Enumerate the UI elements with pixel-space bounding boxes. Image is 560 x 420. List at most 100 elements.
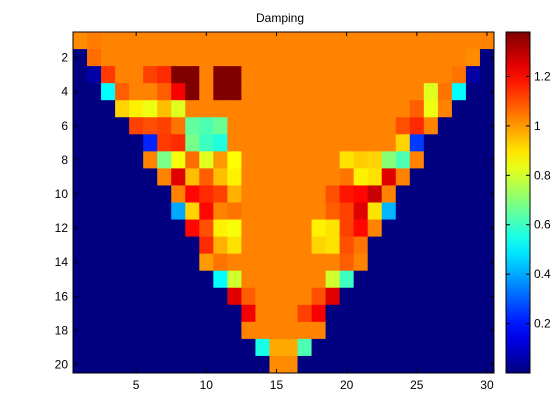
heatmap-cell: [311, 151, 326, 169]
heatmap-cell: [101, 66, 116, 84]
heatmap-cell: [87, 236, 102, 255]
heatmap-cell: [353, 355, 369, 374]
heatmap-cell: [325, 151, 341, 169]
heatmap-cell: [185, 185, 200, 203]
heatmap-cell: [101, 117, 116, 135]
heatmap-cell: [381, 338, 397, 357]
heatmap-cell: [395, 49, 411, 67]
heatmap-cell: [283, 253, 298, 272]
heatmap-cell: [297, 151, 312, 169]
heatmap-cell: [73, 49, 88, 67]
heatmap-cell: [465, 32, 481, 50]
heatmap-cell: [255, 202, 270, 220]
heatmap-cell: [199, 134, 214, 152]
heatmap-cell: [283, 338, 298, 357]
heatmap-cell: [129, 355, 144, 374]
heatmap-cell: [395, 321, 411, 340]
heatmap-cell: [241, 321, 256, 340]
heatmap-cell: [353, 253, 369, 272]
heatmap-cell: [171, 49, 186, 67]
heatmap-cell: [115, 304, 130, 323]
heatmap-cell: [395, 32, 411, 50]
heatmap-cell: [283, 202, 298, 220]
heatmap-cell: [311, 100, 326, 118]
heatmap-cell: [437, 287, 453, 306]
heatmap-cell: [395, 202, 411, 220]
heatmap-cell: [73, 338, 88, 357]
heatmap-cell: [311, 202, 326, 220]
heatmap-cell: [269, 270, 284, 289]
heatmap-cell: [297, 219, 312, 237]
heatmap-cell: [101, 168, 116, 186]
heatmap-cell: [325, 168, 341, 186]
heatmap-cell: [269, 338, 284, 357]
heatmap-cell: [87, 219, 102, 237]
heatmap-cell: [409, 202, 425, 220]
heatmap-cell: [269, 355, 284, 374]
heatmap-cell: [87, 83, 102, 101]
heatmap-cell: [73, 270, 88, 289]
heatmap-cell: [101, 219, 116, 237]
heatmap-cell: [423, 236, 439, 255]
y-tick-label: 2: [61, 51, 68, 65]
heatmap-cell: [227, 66, 242, 84]
heatmap-cell: [129, 270, 144, 289]
colorbar-ticks: 0.2 0.4 0.6 0.8 1 1.2: [506, 69, 551, 331]
heatmap-cell: [185, 134, 200, 152]
heatmap-cell: [101, 49, 116, 67]
heatmap-cell: [451, 185, 467, 203]
heatmap-cell: [101, 338, 116, 357]
heatmap-cell: [73, 287, 88, 306]
heatmap-cell: [143, 168, 158, 186]
heatmap-cell: [213, 202, 228, 220]
heatmap-cell: [171, 168, 186, 186]
heatmap-cell: [185, 100, 200, 118]
heatmap-cell: [283, 287, 298, 306]
heatmap-cell: [437, 304, 453, 323]
heatmap-cell: [241, 219, 256, 237]
heatmap-cell: [199, 304, 214, 323]
heatmap-cell: [73, 219, 88, 237]
heatmap-cell: [129, 100, 144, 118]
heatmap-cell: [479, 49, 495, 67]
heatmap-cell: [339, 32, 355, 50]
heatmap-cell: [101, 355, 116, 374]
heatmap-cell: [451, 338, 467, 357]
heatmap-cell: [395, 185, 411, 203]
heatmap-cell: [325, 134, 341, 152]
heatmap-cell: [283, 168, 298, 186]
heatmap-cell: [465, 168, 481, 186]
heatmap-cell: [395, 219, 411, 237]
heatmap-cell: [437, 321, 453, 340]
y-tick-label: 6: [61, 119, 68, 133]
heatmap-cell: [227, 338, 242, 357]
heatmap-cell: [157, 338, 172, 357]
heatmap-cell: [157, 49, 172, 67]
heatmap-cell: [87, 49, 102, 67]
heatmap-cell: [241, 304, 256, 323]
y-tick-label: 4: [61, 85, 68, 99]
heatmap-cell: [409, 168, 425, 186]
heatmap-cell: [213, 236, 228, 255]
heatmap-cell: [479, 202, 495, 220]
heatmap-cell: [241, 236, 256, 255]
heatmap-cell: [339, 321, 355, 340]
heatmap-cell: [241, 185, 256, 203]
heatmap-cell: [395, 66, 411, 84]
heatmap-cell: [437, 83, 453, 101]
heatmap-cell: [409, 83, 425, 101]
heatmap-cell: [283, 100, 298, 118]
heatmap-cell: [185, 304, 200, 323]
heatmap-cell: [311, 338, 326, 357]
heatmap-cell: [367, 83, 383, 101]
heatmap-cell: [269, 100, 284, 118]
heatmap-cell: [311, 321, 326, 340]
heatmap-cell: [143, 355, 158, 374]
heatmap-cell: [451, 168, 467, 186]
heatmap-cell: [129, 287, 144, 306]
heatmap-cell: [185, 32, 200, 50]
heatmap-cell: [395, 117, 411, 135]
heatmap-cell: [395, 253, 411, 272]
heatmap-cell: [269, 185, 284, 203]
heatmap-cell: [185, 321, 200, 340]
